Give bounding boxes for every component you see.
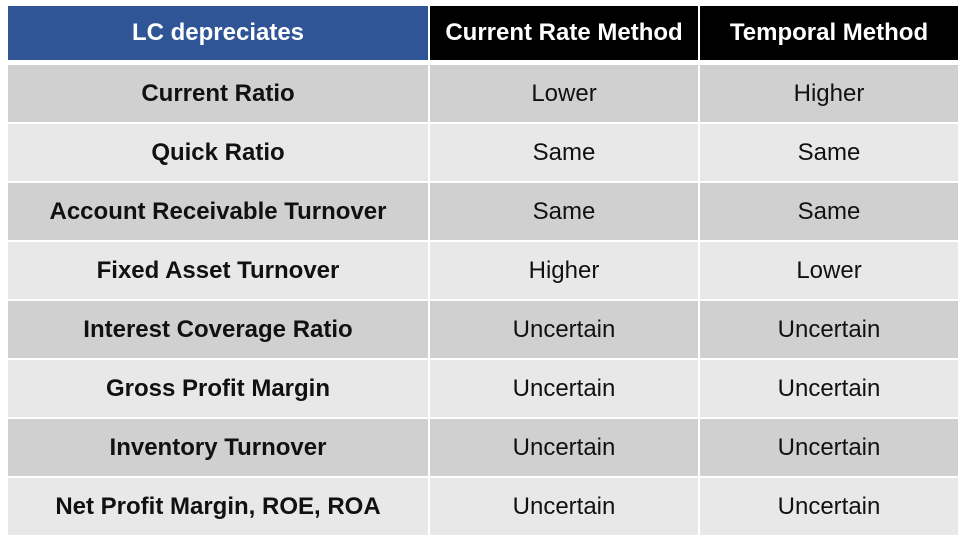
current-rate-value: Higher <box>430 242 700 301</box>
temporal-value: Same <box>700 124 958 183</box>
header-lc-depreciates: LC depreciates <box>8 6 430 62</box>
temporal-value: Same <box>700 183 958 242</box>
row-label: Quick Ratio <box>8 124 430 183</box>
current-rate-value: Lower <box>430 65 700 124</box>
temporal-value: Higher <box>700 65 958 124</box>
row-label: Current Ratio <box>8 65 430 124</box>
row-label: Inventory Turnover <box>8 419 430 478</box>
row-label: Net Profit Margin, ROE, ROA <box>8 478 430 537</box>
header-temporal-method: Temporal Method <box>700 6 958 62</box>
current-rate-value: Same <box>430 124 700 183</box>
temporal-value: Lower <box>700 242 958 301</box>
row-label: Fixed Asset Turnover <box>8 242 430 301</box>
current-rate-value: Uncertain <box>430 419 700 478</box>
current-rate-value: Uncertain <box>430 478 700 537</box>
temporal-value: Uncertain <box>700 301 958 360</box>
header-current-rate-method: Current Rate Method <box>430 6 700 62</box>
current-rate-value: Same <box>430 183 700 242</box>
row-label: Interest Coverage Ratio <box>8 301 430 360</box>
current-rate-value: Uncertain <box>430 360 700 419</box>
current-rate-value: Uncertain <box>430 301 700 360</box>
temporal-value: Uncertain <box>700 419 958 478</box>
row-label: Gross Profit Margin <box>8 360 430 419</box>
comparison-table: LC depreciates Current Rate Method Tempo… <box>8 6 958 537</box>
temporal-value: Uncertain <box>700 478 958 537</box>
temporal-value: Uncertain <box>700 360 958 419</box>
row-label: Account Receivable Turnover <box>8 183 430 242</box>
